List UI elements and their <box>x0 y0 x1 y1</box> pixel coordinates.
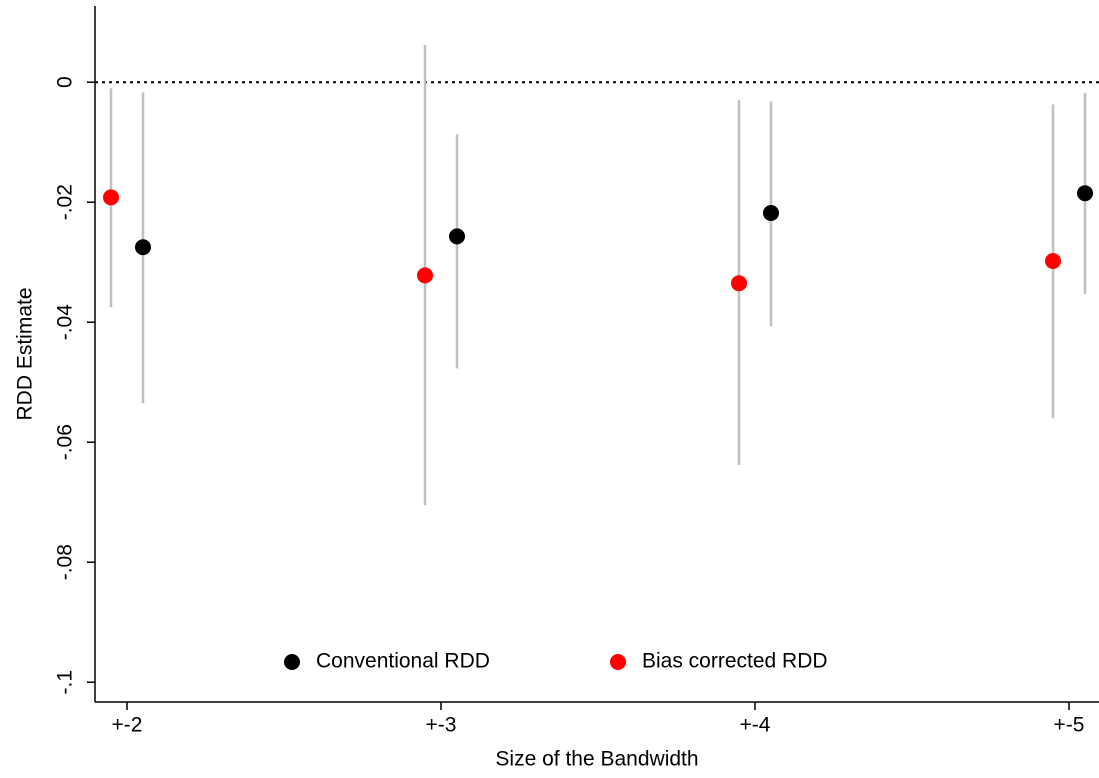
point <box>135 239 151 256</box>
x-axis-title: Size of the Bandwidth <box>495 748 698 771</box>
point <box>1077 185 1093 202</box>
point <box>103 189 119 206</box>
point <box>449 228 465 245</box>
x-tick-label: +-3 <box>426 714 457 737</box>
legend-marker <box>610 654 626 670</box>
y-tick-label: 0 <box>54 76 77 88</box>
y-tick-label: -.1 <box>54 670 77 695</box>
point <box>417 267 433 284</box>
point <box>731 275 747 292</box>
legend-label: Conventional RDD <box>316 650 490 673</box>
x-tick-label: +-4 <box>740 714 771 737</box>
y-axis-title: RDD Estimate <box>14 287 37 420</box>
x-tick-label: +-5 <box>1054 714 1085 737</box>
x-tick-label: +-2 <box>112 714 143 737</box>
legend-marker <box>284 654 300 670</box>
y-tick-label: -.02 <box>54 184 77 220</box>
point <box>763 205 779 221</box>
y-tick-label: -.08 <box>54 544 77 580</box>
y-tick-label: -.06 <box>54 424 77 460</box>
point <box>1045 253 1061 269</box>
y-tick-label: -.04 <box>54 304 77 341</box>
legend-label: Bias corrected RDD <box>642 650 828 673</box>
